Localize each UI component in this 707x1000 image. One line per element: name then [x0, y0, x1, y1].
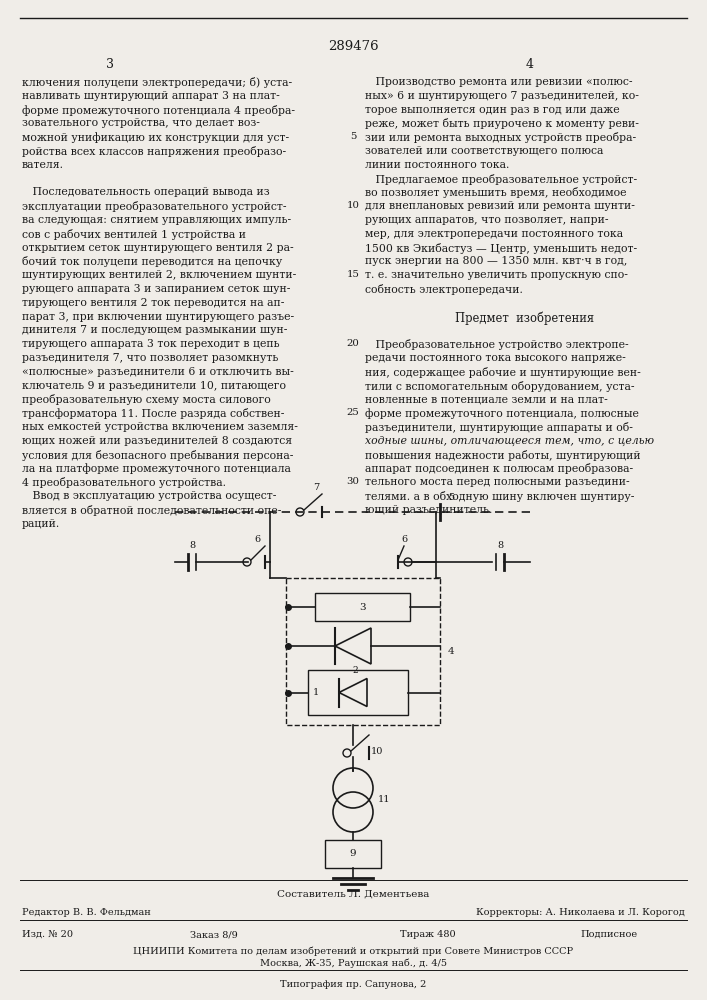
- Text: 4: 4: [526, 58, 534, 71]
- Text: 5: 5: [350, 132, 356, 141]
- Text: 25: 25: [346, 408, 359, 417]
- Text: 3: 3: [106, 58, 114, 71]
- Text: Редактор В. В. Фельдман: Редактор В. В. Фельдман: [22, 908, 151, 917]
- Text: 2: 2: [352, 666, 358, 675]
- Text: 20: 20: [346, 339, 359, 348]
- Text: рующего аппарата 3 и запиранием сеток шун-: рующего аппарата 3 и запиранием сеток шу…: [22, 284, 291, 294]
- Text: торое выполняется один раз в год или даже: торое выполняется один раз в год или даж…: [365, 105, 619, 115]
- Text: ния, содержащее рабочие и шунтирующие вен-: ния, содержащее рабочие и шунтирующие ве…: [365, 367, 641, 378]
- Text: бочий ток полуцепи переводится на цепочку: бочий ток полуцепи переводится на цепочк…: [22, 256, 282, 267]
- Text: трансформатора 11. После разряда собствен-: трансформатора 11. После разряда собстве…: [22, 408, 284, 419]
- Text: т. е. значительно увеличить пропускную спо-: т. е. значительно увеличить пропускную с…: [365, 270, 628, 280]
- Text: Подписное: Подписное: [580, 930, 637, 939]
- Text: раций.: раций.: [22, 519, 60, 529]
- Text: Москва, Ж-35, Раушская наб., д. 4/5: Москва, Ж-35, Раушская наб., д. 4/5: [259, 958, 447, 968]
- Text: повышения надежности работы, шунтирующий: повышения надежности работы, шунтирующий: [365, 450, 641, 461]
- Bar: [315, 593, 410, 621]
- Text: динителя 7 и последующем размыкании шун-: динителя 7 и последующем размыкании шун-: [22, 325, 287, 335]
- Text: зии или ремонта выходных устройств преобра-: зии или ремонта выходных устройств преоб…: [365, 132, 636, 143]
- Text: 9: 9: [350, 850, 356, 858]
- Text: 1: 1: [313, 688, 320, 697]
- Text: преобразовательную схему моста силового: преобразовательную схему моста силового: [22, 394, 271, 405]
- Text: 11: 11: [378, 796, 390, 804]
- Text: Преобразовательное устройство электропе-: Преобразовательное устройство электропе-: [365, 339, 629, 350]
- Text: разъединителя 7, что позволяет разомкнуть: разъединителя 7, что позволяет разомкнут…: [22, 353, 279, 363]
- Text: во позволяет уменьшить время, необходимое: во позволяет уменьшить время, необходимо…: [365, 187, 626, 198]
- Text: телями. а в обходную шину включен шунтиру-: телями. а в обходную шину включен шунтир…: [365, 491, 634, 502]
- Text: 15: 15: [346, 270, 359, 279]
- Text: зовательного устройства, что делает воз-: зовательного устройства, что делает воз-: [22, 118, 260, 128]
- Text: 30: 30: [346, 477, 359, 486]
- Text: тирующего вентиля 2 ток переводится на ап-: тирующего вентиля 2 ток переводится на а…: [22, 298, 284, 308]
- Text: сов с рабочих вентилей 1 устройства и: сов с рабочих вентилей 1 устройства и: [22, 229, 246, 240]
- Bar: [308, 670, 408, 715]
- Text: новленные в потенциале земли и на плат-: новленные в потенциале земли и на плат-: [365, 394, 608, 404]
- Text: 8: 8: [497, 541, 503, 550]
- Text: для внеплановых ревизий или ремонта шунти-: для внеплановых ревизий или ремонта шунт…: [365, 201, 635, 211]
- Text: 8: 8: [189, 541, 195, 550]
- Text: ющий разъединитель.: ющий разъединитель.: [365, 505, 492, 515]
- Text: навливать шунтирующий аппарат 3 на плат-: навливать шунтирующий аппарат 3 на плат-: [22, 91, 280, 101]
- Text: открытием сеток шунтирующего вентиля 2 ра-: открытием сеток шунтирующего вентиля 2 р…: [22, 243, 293, 253]
- Text: ла на платформе промежуточного потенциала: ла на платформе промежуточного потенциал…: [22, 463, 291, 474]
- Text: разъединители, шунтирующие аппараты и об-: разъединители, шунтирующие аппараты и об…: [365, 422, 633, 433]
- Text: 6: 6: [401, 535, 407, 544]
- Text: Составитель Л. Дементьева: Составитель Л. Дементьева: [277, 890, 429, 899]
- Text: Тираж 480: Тираж 480: [400, 930, 455, 939]
- Text: мер, для электропередачи постоянного тока: мер, для электропередачи постоянного ток…: [365, 229, 623, 239]
- Text: аппарат подсоединен к полюсам преобразова-: аппарат подсоединен к полюсам преобразов…: [365, 463, 633, 474]
- Text: 1500 кв Экибастуз — Центр, уменьшить недот-: 1500 кв Экибастуз — Центр, уменьшить нед…: [365, 243, 637, 254]
- Text: Заказ 8/9: Заказ 8/9: [190, 930, 238, 939]
- Text: форме промежуточного потенциала 4 преобра-: форме промежуточного потенциала 4 преобр…: [22, 105, 295, 116]
- Text: форме промежуточного потенциала, полюсные: форме промежуточного потенциала, полюсны…: [365, 408, 639, 419]
- Text: можной унификацию их конструкции для уст-: можной унификацию их конструкции для уст…: [22, 132, 289, 143]
- Text: Типография пр. Сапунова, 2: Типография пр. Сапунова, 2: [280, 980, 426, 989]
- Text: пуск энергии на 800 — 1350 млн. квт·ч в год,: пуск энергии на 800 — 1350 млн. квт·ч в …: [365, 256, 627, 266]
- Text: ЦНИИПИ Комитета по делам изобретений и открытий при Совете Министров СССР: ЦНИИПИ Комитета по делам изобретений и о…: [133, 946, 573, 956]
- Text: 4: 4: [448, 647, 455, 656]
- Text: 10: 10: [371, 746, 383, 756]
- Text: парат 3, при включении шунтирующего разъе-: парат 3, при включении шунтирующего разъ…: [22, 312, 294, 322]
- Text: тельного моста перед полюсными разъедини-: тельного моста перед полюсными разъедини…: [365, 477, 630, 487]
- Text: шунтирующих вентилей 2, включением шунти-: шунтирующих вентилей 2, включением шунти…: [22, 270, 296, 280]
- Text: ных емкостей устройства включением заземля-: ных емкостей устройства включением зазем…: [22, 422, 298, 432]
- Text: условия для безопасного пребывания персона-: условия для безопасного пребывания персо…: [22, 450, 293, 461]
- Text: Последовательность операций вывода из: Последовательность операций вывода из: [22, 187, 269, 197]
- Text: 7: 7: [313, 483, 319, 492]
- Text: 289476: 289476: [327, 40, 378, 53]
- Text: ходные шины, отличающееся тем, что, с целью: ходные шины, отличающееся тем, что, с це…: [365, 436, 654, 446]
- Text: Изд. № 20: Изд. № 20: [22, 930, 73, 939]
- Text: Ввод в эксплуатацию устройства осущест-: Ввод в эксплуатацию устройства осущест-: [22, 491, 276, 501]
- Text: тили с вспомогательным оборудованием, уста-: тили с вспомогательным оборудованием, ус…: [365, 381, 634, 392]
- Text: 3: 3: [359, 602, 366, 611]
- Text: реже, может быть приурочено к моменту реви-: реже, может быть приурочено к моменту ре…: [365, 118, 639, 129]
- Text: рующих аппаратов, что позволяет, напри-: рующих аппаратов, что позволяет, напри-: [365, 215, 609, 225]
- Text: вателя.: вателя.: [22, 160, 64, 170]
- Text: эксплуатации преобразовательного устройст-: эксплуатации преобразовательного устройс…: [22, 201, 286, 212]
- Text: ройства всех классов напряжения преобразо-: ройства всех классов напряжения преобраз…: [22, 146, 286, 157]
- Text: ключатель 9 и разъединители 10, питающего: ключатель 9 и разъединители 10, питающег…: [22, 381, 286, 391]
- Text: Предмет  изобретения: Предмет изобретения: [455, 312, 595, 325]
- Text: зователей или соответствующего полюса: зователей или соответствующего полюса: [365, 146, 603, 156]
- Text: Производство ремонта или ревизии «полюс-: Производство ремонта или ревизии «полюс-: [365, 77, 633, 87]
- Text: ных» 6 и шунтирующего 7 разъединителей, ко-: ных» 6 и шунтирующего 7 разъединителей, …: [365, 91, 639, 101]
- Text: «полюсные» разъединители 6 и отключить вы-: «полюсные» разъединители 6 и отключить в…: [22, 367, 293, 377]
- Text: 10: 10: [346, 201, 359, 210]
- Text: ва следующая: снятием управляющих импуль-: ва следующая: снятием управляющих импуль…: [22, 215, 291, 225]
- Text: редачи постоянного тока высокого напряже-: редачи постоянного тока высокого напряже…: [365, 353, 626, 363]
- Text: собность электропередачи.: собность электропередачи.: [365, 284, 523, 295]
- Text: линии постоянного тока.: линии постоянного тока.: [365, 160, 509, 170]
- Text: тирующего аппарата 3 ток переходит в цепь: тирующего аппарата 3 ток переходит в цеп…: [22, 339, 280, 349]
- Text: Корректоры: А. Николаева и Л. Корогод: Корректоры: А. Николаева и Л. Корогод: [477, 908, 685, 917]
- Text: вляется в обратной последовательности опе-: вляется в обратной последовательности оп…: [22, 505, 281, 516]
- Text: 5: 5: [448, 493, 454, 502]
- Text: Предлагаемое преобразовательное устройст-: Предлагаемое преобразовательное устройст…: [365, 174, 637, 185]
- Text: 6: 6: [254, 535, 260, 544]
- Text: ключения полуцепи электропередачи; б) уста-: ключения полуцепи электропередачи; б) ус…: [22, 77, 292, 88]
- Bar: [325, 840, 381, 868]
- Bar: [286, 578, 440, 725]
- Text: ющих ножей или разъединителей 8 создаются: ющих ножей или разъединителей 8 создаютс…: [22, 436, 292, 446]
- Text: 4 преобразовательного устройства.: 4 преобразовательного устройства.: [22, 477, 226, 488]
